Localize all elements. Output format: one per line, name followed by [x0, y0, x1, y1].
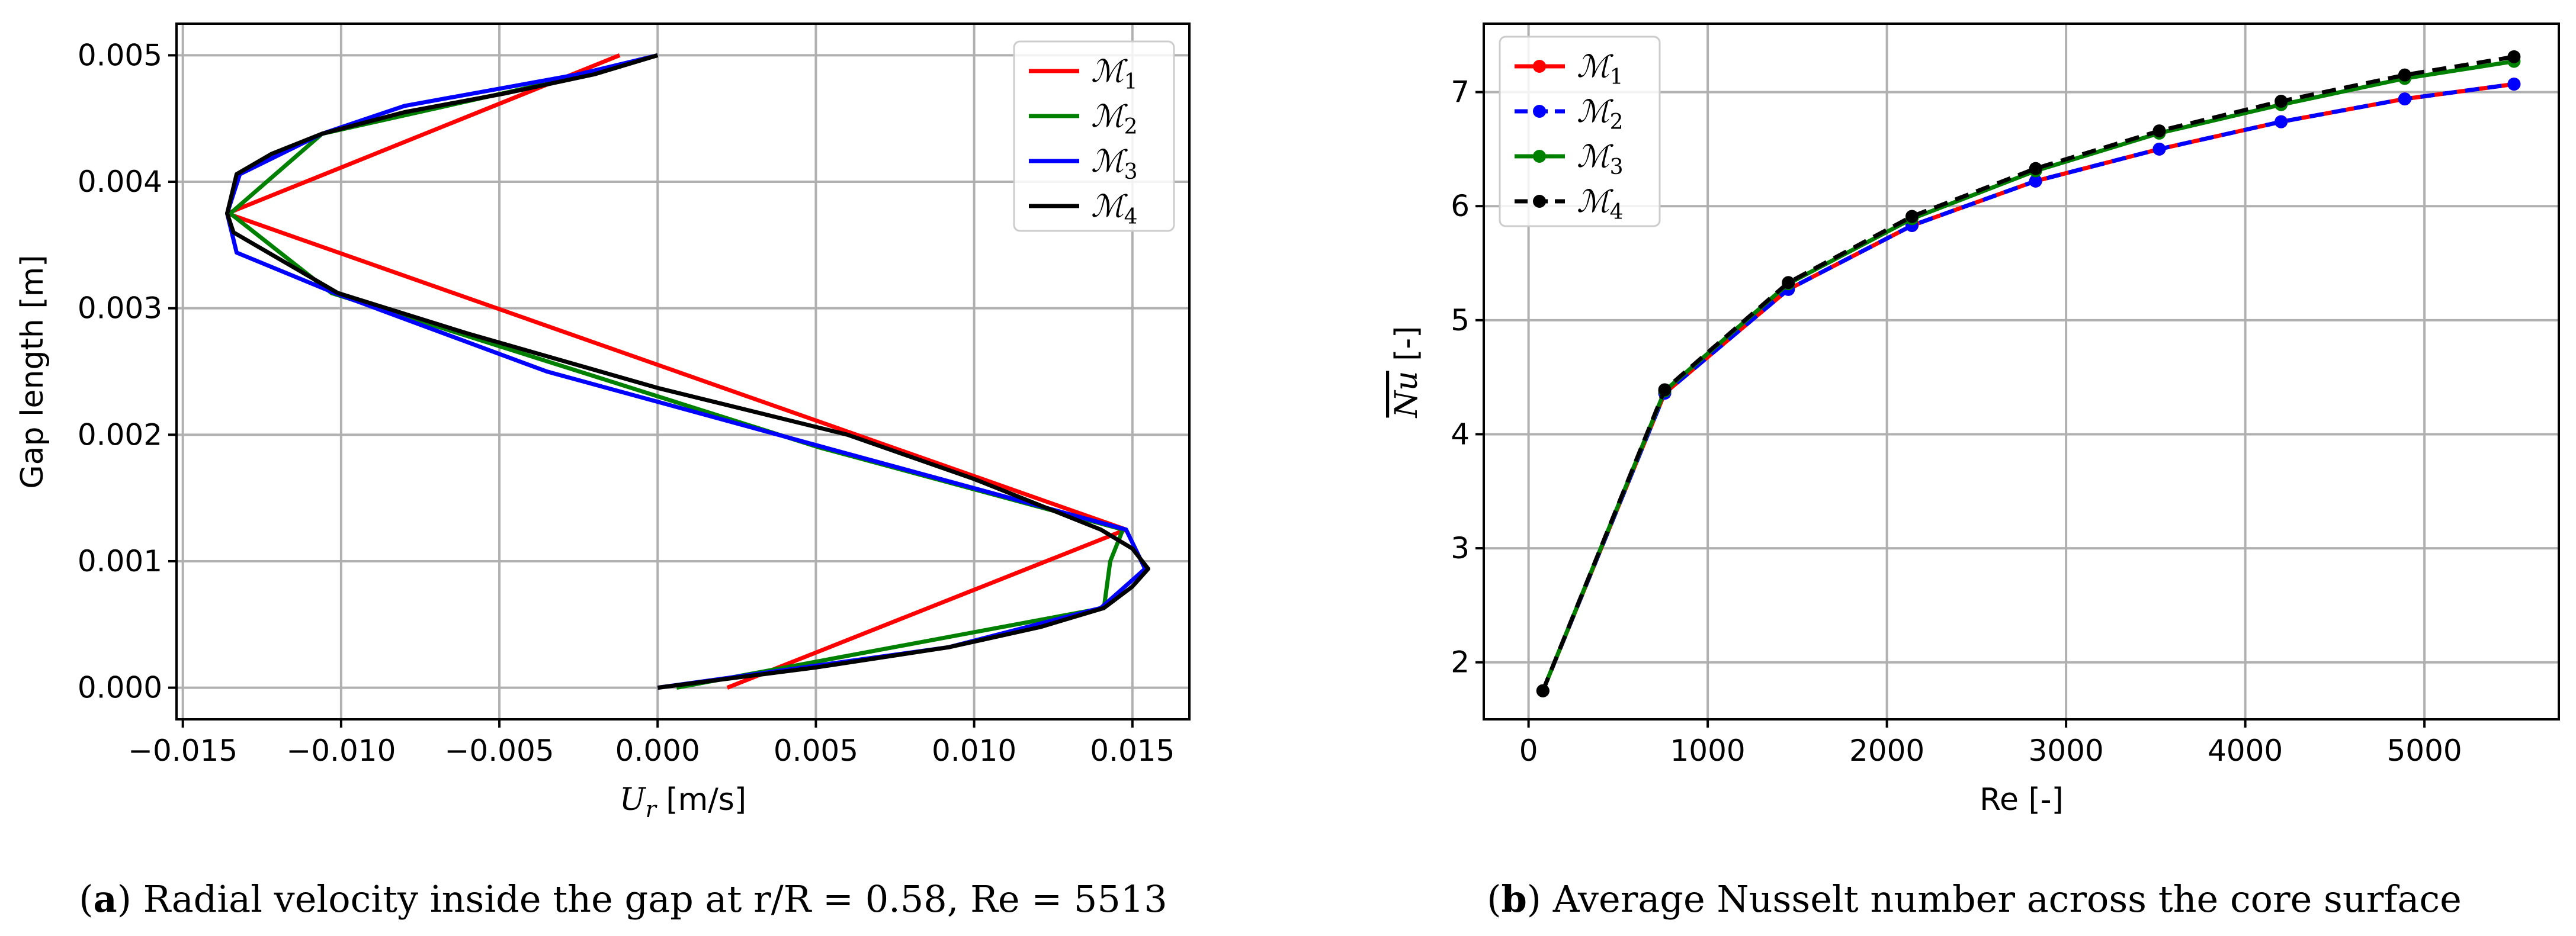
panel-b-legend-label-3: ℳ3 [1577, 139, 1624, 179]
panel-a-y-tick-label: 0.005 [78, 38, 162, 72]
panel-b-series-4-point [1782, 276, 1795, 290]
panel-a-legend: ℳ1 ℳ2 ℳ3 ℳ4 [1013, 40, 1175, 232]
panel-a-y-tick-label: 0.000 [78, 671, 162, 705]
panel-a-legend-label-3: ℳ3 [1091, 144, 1138, 184]
caption-b: (b) Average Nusselt number across the co… [1487, 877, 2462, 921]
panel-b-legend-marker-1 [1533, 60, 1546, 73]
panel-b-grid [1484, 24, 2559, 719]
panel-b-legend-label-2: ℳ2 [1577, 94, 1624, 134]
panel-a-series-line-1 [225, 53, 1128, 690]
panel-b-series-2-point [2275, 115, 2288, 128]
panel-a-series [225, 53, 1150, 690]
panel-b-legend-marker-4 [1533, 195, 1546, 208]
panel-a-ticks: −0.015 −0.010 −0.005 0.000 0.005 0.010 0.015 0.… [78, 38, 1175, 768]
panel-b-y-tick-label: 7 [1451, 75, 1470, 110]
panel-b-series-4-point [2029, 162, 2042, 175]
panel-b-x-tick-label: 3000 [2029, 734, 2104, 768]
panel-a-x-tick-label: 0.000 [615, 734, 700, 768]
panel-b-series [1536, 50, 2521, 697]
panel-b-series-4-point [2152, 124, 2166, 138]
panel-b-y-tick-label: 5 [1451, 303, 1470, 337]
panel-b-x-tick-label: 5000 [2387, 734, 2462, 768]
panel-a-x-tick-label: 0.015 [1090, 734, 1175, 768]
panel-a-legend-label-1: ℳ1 [1091, 54, 1138, 94]
panel-a-y-tick-label: 0.002 [78, 417, 162, 452]
panel-b-legend-marker-2 [1533, 105, 1546, 118]
panel-b-x-tick-label: 2000 [1849, 734, 1924, 768]
panel-b-series-4-point [2275, 94, 2288, 108]
panel-b-x-tick-label: 4000 [2208, 734, 2283, 768]
panel-b-legend: ℳ1 ℳ2 ℳ3 ℳ4 [1499, 36, 1661, 227]
panel-a-x-tick-label: 0.010 [932, 734, 1016, 768]
panel-b-series-4-point [1658, 383, 1672, 397]
panel-a-y-tick-label: 0.004 [78, 165, 162, 199]
panel-a-legend-frame [1013, 40, 1175, 232]
panel-b-series-4-point [1536, 684, 1550, 697]
panel-a-frame [175, 22, 1191, 721]
panel-b-series-4-point [1905, 210, 1919, 223]
panel-b-series-4-point [2398, 68, 2411, 82]
panel-b-y-tick-label: 6 [1451, 189, 1470, 223]
panel-b-x-tick-label: 1000 [1670, 734, 1746, 768]
panel-a-chart: −0.015 −0.010 −0.005 0.000 0.005 0.010 0.015 0.… [15, 22, 1191, 822]
panel-a-series-line-3 [225, 53, 1147, 690]
panel-b-y-tick-label: 2 [1451, 645, 1470, 680]
panel-b-frame [1483, 22, 2560, 721]
panel-a-y-tick-label: 0.001 [78, 544, 162, 578]
panel-a-x-tick-label: −0.015 [128, 734, 238, 768]
panel-b-ticks: 0 1000 2000 3000 4000 5000 2 3 4 5 6 7 [1451, 75, 2462, 768]
panel-b-legend-label-1: ℳ1 [1577, 49, 1624, 89]
caption-a: (a) Radial velocity inside the gap at r/… [79, 877, 1167, 921]
panel-b-legend-marker-3 [1533, 150, 1546, 163]
panel-b-y-tick-label: 4 [1451, 417, 1470, 451]
panel-b-legend-frame [1499, 36, 1661, 227]
panel-b-series-2-point [2398, 92, 2411, 106]
panel-a-x-tick-label: −0.010 [286, 734, 396, 768]
panel-b-legend-label-4: ℳ4 [1577, 184, 1624, 224]
panel-a-series-line-4 [225, 53, 1150, 690]
panel-b-y-axis-label: Nu [-] [1389, 326, 1425, 419]
panel-b-series-line-3 [1541, 59, 2514, 692]
panel-b-x-axis-label: Re [-] [1980, 782, 2064, 818]
panel-a-y-tick-label: 0.003 [78, 291, 162, 326]
panel-a-x-axis-label: Ur [m/s] [620, 782, 746, 822]
panel-b-x-tick-label: 0 [1519, 734, 1538, 768]
panel-b-series-2-point [2152, 142, 2166, 156]
panel-b-y-tick-label: 3 [1451, 531, 1470, 565]
panel-a-legend-label-2: ℳ2 [1091, 99, 1138, 139]
panel-a-x-tick-label: −0.005 [445, 734, 554, 768]
panel-b-series-4-point [2507, 50, 2521, 63]
panel-a-y-axis-label: Gap length [m] [15, 255, 50, 488]
panel-b-chart: 0 1000 2000 3000 4000 5000 2 3 4 5 6 7 Nu [-] Re [-… [1389, 22, 2560, 818]
panel-b-series-2-point [2507, 78, 2521, 91]
panel-a-legend-label-4: ℳ4 [1091, 189, 1138, 229]
panel-a-x-tick-label: 0.005 [774, 734, 858, 768]
panel-b-series-2-point [2029, 174, 2042, 188]
